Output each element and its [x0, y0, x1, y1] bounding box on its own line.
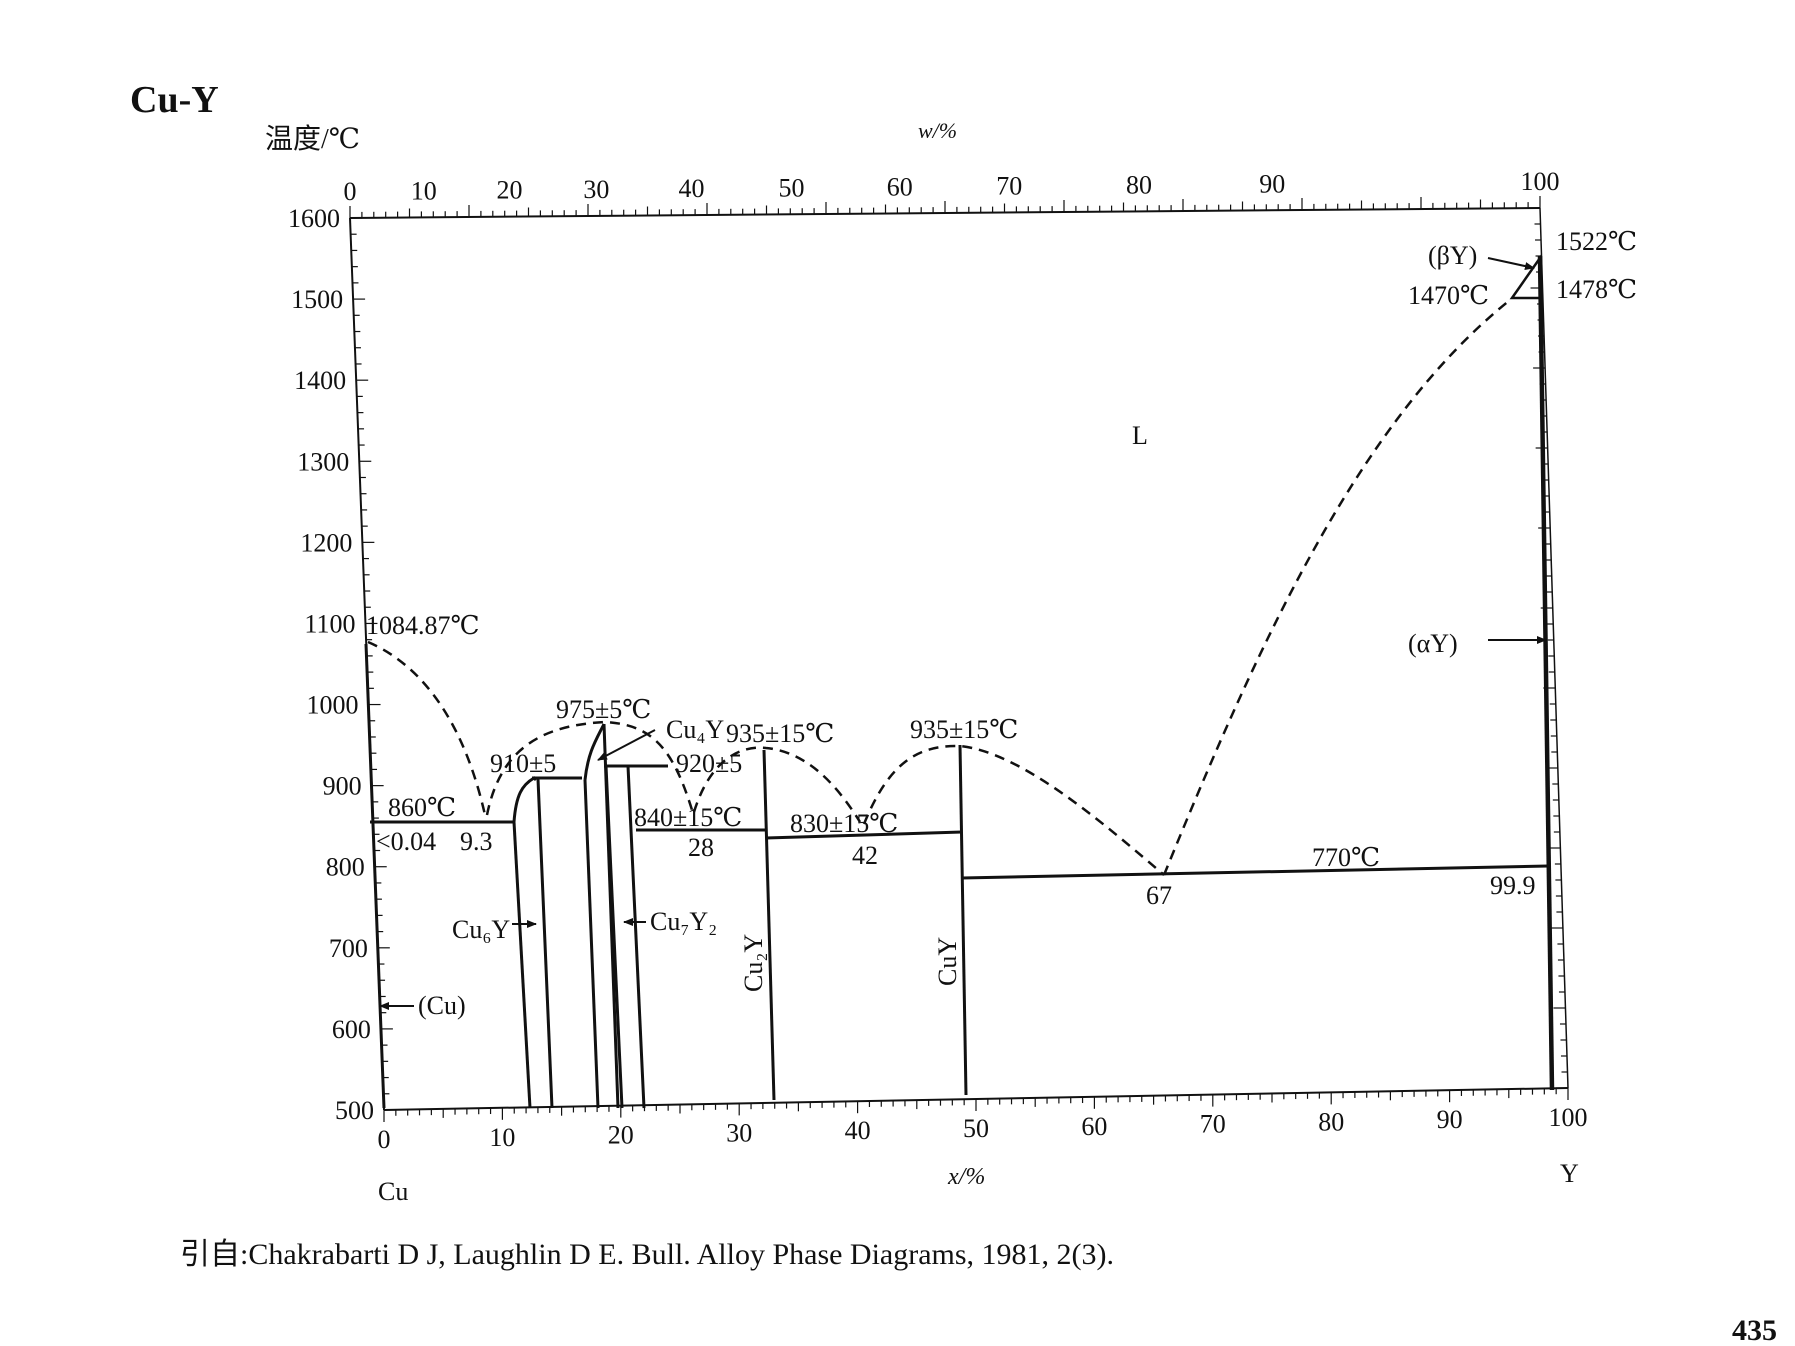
cu6y-right-line [536, 778, 554, 1109]
beta-y-label: (βY) [1428, 241, 1477, 270]
cu-phase-label: (Cu) [418, 991, 466, 1020]
cu6y-label: Cu₆Y [452, 915, 510, 944]
cu7y2-right-line [626, 765, 646, 1109]
temp-1522-label: 1522℃ [1556, 227, 1637, 256]
diagram-title: Cu-Y [130, 79, 219, 121]
comp-67-label: 67 [1146, 881, 1172, 910]
top-tick-label: 50 [778, 173, 804, 202]
temp-860-label: 860℃ [388, 793, 456, 822]
label-arrows [379, 257, 1547, 1010]
cu2y-label: Cu₂Y [739, 934, 768, 992]
bottom-tick-label: 70 [1200, 1110, 1226, 1139]
cu7y2-left-line [604, 765, 624, 1109]
citation: 引自:Chakrabarti D J, Laughlin D E. Bull. … [180, 1238, 1114, 1271]
temp-935a-label: 935±15℃ [726, 719, 834, 748]
top-tick-label: 40 [679, 174, 705, 203]
top-axis-label: w/% [918, 118, 957, 143]
frame-right [1539, 207, 1569, 1089]
bottom-tick-label: 30 [726, 1118, 752, 1147]
alpha-y-label: (αY) [1408, 629, 1458, 658]
bottom-tick-label: 100 [1549, 1103, 1588, 1132]
cuy-label: CuY [933, 937, 962, 986]
temperature-tick-label: 1300 [297, 447, 349, 476]
temperature-tick-label: 1500 [291, 285, 343, 314]
liquidus-dashed [367, 299, 1511, 876]
left-element-label: Cu [378, 1177, 408, 1206]
bottom-tick-label: 80 [1318, 1107, 1344, 1136]
cu4y-label: Cu₄Y [666, 715, 724, 744]
liquidus-cu2y [692, 746, 862, 823]
liquidus-y-side [1162, 299, 1511, 876]
cuy-line [958, 744, 968, 1096]
liquidus-cu6y [485, 720, 694, 816]
temp-840-label: 840±15℃ [634, 803, 742, 832]
top-tick-label: 0 [344, 177, 357, 206]
temperature-tick-label: 900 [323, 772, 362, 801]
temperature-tick-label: 1100 [304, 609, 355, 638]
bottom-tick-label: 50 [963, 1114, 989, 1143]
cu2y-line [762, 749, 776, 1101]
temp-935b-label: 935±15℃ [910, 715, 1018, 744]
comp-28-label: 28 [688, 833, 714, 862]
cu4y-left-line [583, 779, 600, 1109]
liquidus-cuy [862, 744, 1165, 876]
temperature-tick-label: 1000 [307, 691, 359, 720]
comp-004-label: <0.04 [376, 827, 436, 856]
temperature-axis-label: 温度/℃ [265, 123, 360, 155]
temperature-tick-label: 800 [326, 853, 365, 882]
y-axis-line [1537, 255, 1555, 1091]
liquid-label: L [1132, 421, 1148, 450]
temperature-tick-label: 600 [332, 1015, 371, 1044]
cu4y-cap [583, 723, 606, 781]
tick-labels: 0 10 20 30 40 50 60 70 80 90 1000 10 20 30 40 50 60 70 80 9… [288, 167, 1588, 1154]
right-element-label: Y [1560, 1159, 1579, 1188]
top-tick-label: 90 [1259, 169, 1285, 198]
bottom-tick-label: 40 [845, 1116, 871, 1145]
minor-ticks [349, 196, 1569, 1122]
eutectic-770-line [961, 864, 1549, 880]
page-number: 435 [1732, 1314, 1777, 1346]
bottom-tick-label: 90 [1437, 1105, 1463, 1134]
comp-999-label: 99.9 [1490, 871, 1536, 900]
bottom-axis-label: x/% [947, 1164, 985, 1190]
temperature-tick-label: 700 [329, 934, 368, 963]
temp-975-label: 975±5℃ [556, 695, 651, 724]
top-tick-label: 10 [411, 176, 437, 205]
temperature-tick-label: 1600 [288, 204, 340, 233]
bottom-tick-label: 0 [378, 1125, 391, 1154]
beta-y-arrow [1487, 257, 1535, 270]
annotations: L (βY) (αY) (Cu) 1522℃ 1478℃ 1470℃ 1084.… [366, 227, 1637, 1020]
temperature-tick-label: 1200 [300, 528, 352, 557]
temp-1470-label: 1470℃ [1408, 281, 1489, 310]
cu-solvus-line [364, 643, 386, 1109]
comp-42-label: 42 [852, 841, 878, 870]
temp-920-label: 920±5 [676, 749, 742, 778]
top-tick-label: 70 [996, 171, 1022, 200]
bottom-tick-label: 20 [608, 1121, 634, 1150]
liquidus-cu-side [367, 640, 487, 816]
top-tick-label: 60 [887, 172, 913, 201]
cu7y2-label: Cu₇Y₂ [650, 907, 717, 936]
top-tick-label: 30 [583, 175, 609, 204]
beta-y-triangle [1509, 254, 1542, 300]
eutectic-830-line [765, 830, 963, 840]
top-tick-label: 80 [1126, 170, 1152, 199]
bottom-tick-label: 10 [489, 1123, 515, 1152]
comp-93-label: 9.3 [460, 827, 493, 856]
temp-910-label: 910±5 [490, 749, 556, 778]
bottom-tick-label: 60 [1081, 1112, 1107, 1141]
temp-1478-label: 1478℃ [1556, 275, 1637, 304]
top-tick-label: 20 [496, 176, 522, 205]
cu6y-left-boundary [512, 776, 538, 823]
temp-770-label: 770℃ [1312, 843, 1380, 872]
solid-boundaries [364, 254, 1555, 1109]
temperature-tick-label: 1400 [294, 366, 346, 395]
cu4y-arrow [597, 729, 656, 761]
temperature-tick-label: 500 [335, 1096, 374, 1125]
top-tick-label: 100 [1521, 167, 1560, 196]
temp-1084-label: 1084.87℃ [366, 611, 480, 640]
cu6y-left-line [512, 821, 532, 1109]
temp-830-label: 830±15℃ [790, 809, 898, 838]
